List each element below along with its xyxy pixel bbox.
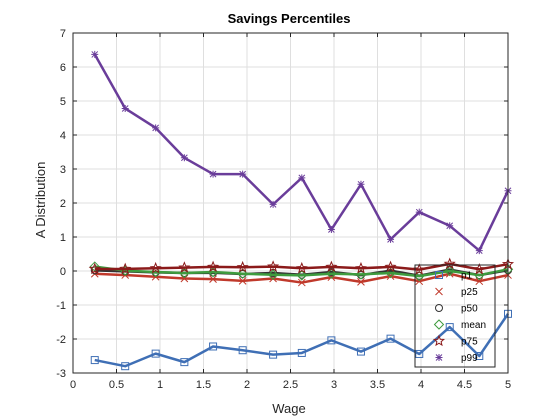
point-p99 bbox=[327, 226, 335, 234]
legend-marker-p25 bbox=[435, 287, 443, 296]
point-p1 bbox=[356, 347, 365, 356]
legend-label-p25: p25 bbox=[461, 287, 478, 298]
legend-label-p1: p1 bbox=[461, 271, 473, 282]
series-p99 bbox=[91, 50, 512, 255]
legend-marker-mean bbox=[433, 319, 445, 330]
point-p75 bbox=[443, 257, 456, 269]
y-tick-label: 2 bbox=[60, 198, 66, 210]
point-p1 bbox=[238, 346, 247, 355]
point-p75 bbox=[149, 261, 162, 274]
point-p99 bbox=[357, 180, 365, 188]
line-mean bbox=[94, 265, 509, 278]
point-p75 bbox=[236, 260, 249, 273]
point-p99 bbox=[180, 154, 188, 162]
y-tick-label: -3 bbox=[56, 368, 66, 380]
legend-box bbox=[414, 264, 496, 368]
point-p75 bbox=[413, 263, 426, 275]
y-axis-label: A Distribution bbox=[33, 162, 48, 239]
x-axis-label: Wage bbox=[272, 401, 305, 416]
legend-marker-p75 bbox=[432, 334, 446, 347]
point-p75 bbox=[295, 261, 308, 274]
point-mean bbox=[237, 268, 248, 279]
point-mean bbox=[444, 265, 455, 277]
point-p75 bbox=[354, 261, 368, 274]
point-p99 bbox=[91, 50, 99, 58]
x-tick-label: 0 bbox=[70, 379, 76, 391]
point-p1 bbox=[121, 362, 130, 371]
legend-label-p50: p50 bbox=[461, 304, 478, 315]
point-p99 bbox=[269, 200, 277, 208]
point-p1 bbox=[180, 358, 189, 367]
point-p99 bbox=[121, 104, 129, 112]
point-p1 bbox=[327, 336, 336, 345]
chart-title: Savings Percentiles bbox=[228, 11, 351, 26]
line-p75 bbox=[94, 262, 509, 271]
y-tick-label: 7 bbox=[60, 28, 66, 40]
point-mean bbox=[414, 270, 425, 282]
point-p99 bbox=[209, 170, 217, 178]
legend: p1 p25 p50 mean p75 p99 bbox=[414, 264, 496, 368]
point-p99 bbox=[387, 235, 395, 243]
point-p99 bbox=[239, 170, 247, 178]
legend-marker-p1 bbox=[435, 271, 443, 279]
point-p99 bbox=[415, 208, 423, 216]
point-mean bbox=[296, 270, 308, 281]
point-p1 bbox=[386, 334, 395, 343]
y-tick-label: -2 bbox=[56, 334, 66, 346]
point-p25 bbox=[238, 277, 247, 285]
legend-label-mean: mean bbox=[461, 320, 486, 331]
y-tick-label: 4 bbox=[60, 130, 66, 142]
point-p1 bbox=[415, 349, 424, 358]
y-tick-label: 3 bbox=[60, 164, 66, 176]
y-tick-label: -1 bbox=[56, 300, 66, 312]
legend-marker-p50 bbox=[435, 304, 443, 312]
point-p75 bbox=[267, 260, 280, 272]
point-p75 bbox=[473, 262, 486, 275]
point-p99 bbox=[475, 247, 483, 255]
legend-marker-p99 bbox=[435, 354, 443, 361]
x-tick-label: 4.5 bbox=[457, 379, 472, 391]
point-p99 bbox=[298, 174, 306, 182]
x-tick-label: 0.5 bbox=[109, 379, 124, 391]
point-p1 bbox=[151, 349, 160, 358]
y-tick-label: 6 bbox=[60, 62, 66, 74]
legend-label-p75: p75 bbox=[461, 337, 478, 348]
point-mean bbox=[150, 266, 161, 278]
point-p25 bbox=[475, 277, 484, 286]
x-tick-label: 3.5 bbox=[370, 379, 385, 391]
y-tick-label: 5 bbox=[60, 96, 66, 108]
point-p1 bbox=[297, 348, 306, 357]
point-p99 bbox=[446, 222, 454, 230]
point-p25 bbox=[209, 275, 217, 284]
legend-label-p99: p99 bbox=[461, 353, 478, 364]
x-tick-label: 2 bbox=[244, 379, 250, 391]
point-p1 bbox=[90, 356, 99, 365]
point-p25 bbox=[357, 278, 365, 286]
tick-labels: 0 0.5 1 1.5 2 2.5 3 3.5 4 4.5 5 -3 -2 -1 0 1 2 3 4 5 6 7 bbox=[56, 28, 511, 391]
x-tick-label: 5 bbox=[505, 379, 511, 391]
x-tick-label: 1 bbox=[157, 379, 163, 391]
x-tick-label: 3 bbox=[331, 379, 337, 391]
x-tick-label: 2.5 bbox=[283, 379, 298, 391]
point-p25 bbox=[297, 278, 306, 287]
point-p75 bbox=[384, 260, 397, 273]
point-p99 bbox=[152, 124, 160, 132]
x-tick-label: 1.5 bbox=[196, 379, 211, 391]
point-p75 bbox=[207, 260, 220, 273]
point-p1 bbox=[445, 323, 454, 332]
point-mean bbox=[267, 269, 279, 280]
y-tick-label: 0 bbox=[60, 266, 66, 278]
axes bbox=[72, 32, 509, 374]
point-p1 bbox=[475, 352, 484, 360]
point-p1 bbox=[209, 342, 218, 351]
point-p75 bbox=[119, 262, 132, 275]
x-tick-label: 4 bbox=[418, 379, 424, 391]
y-tick-label: 1 bbox=[60, 232, 66, 244]
point-p75 bbox=[325, 260, 338, 273]
point-p1 bbox=[269, 350, 278, 359]
point-p75 bbox=[88, 262, 101, 275]
point-p75 bbox=[178, 261, 191, 273]
point-mean bbox=[326, 268, 337, 279]
